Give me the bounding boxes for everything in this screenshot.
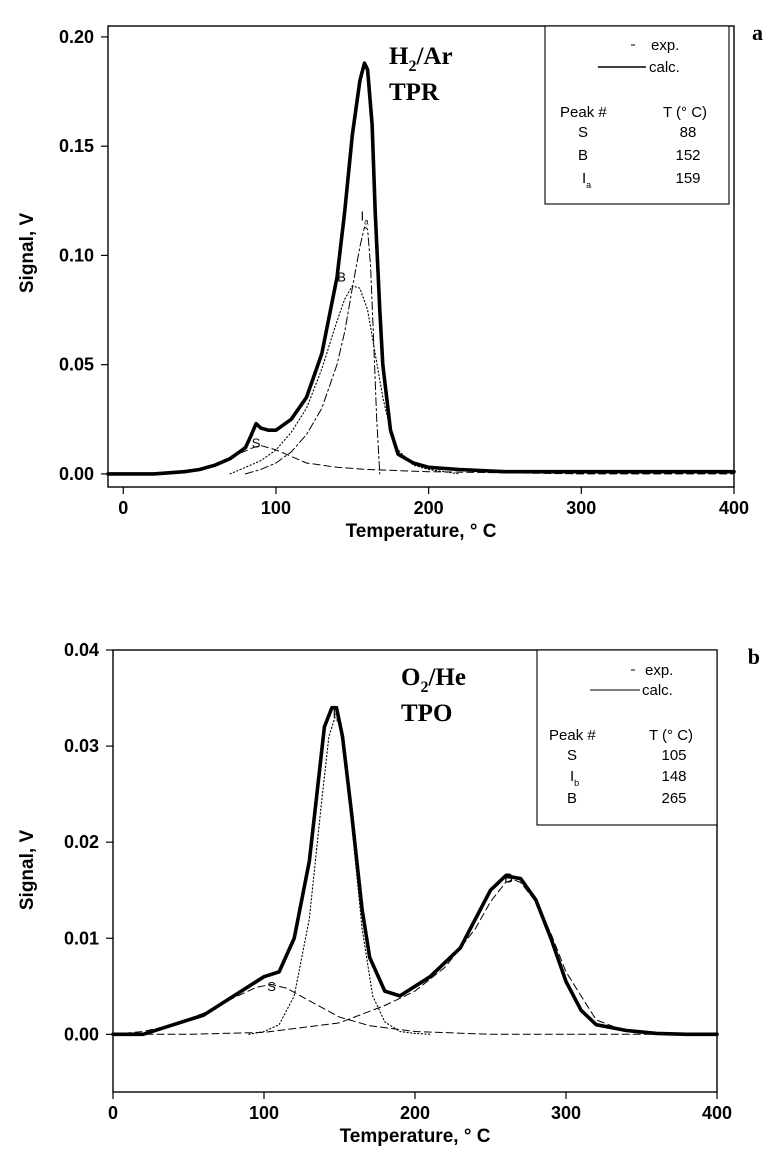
panel-a-legend-peak-2-label: B (578, 147, 588, 164)
panel-a-y-tick-label: 0.10 (59, 245, 94, 265)
panel-b-method-annotation: TPO (401, 700, 452, 727)
panel-a-legend-peak-1-temp: 88 (680, 124, 697, 141)
panel-a-method-annotation: TPR (389, 79, 440, 106)
panel-a-plot-frame (107, 25, 735, 488)
panel-a-y-tick-label: 0.20 (59, 27, 94, 47)
panel-a-series-ia (244, 226, 381, 475)
panel-b-y-axis-label: Signal, V (17, 830, 38, 911)
panel-b-peak-labels: S Ib B (267, 705, 513, 994)
panel-b-y-tick-label: 0.02 (64, 832, 99, 852)
panel-a-y-ticks: 0.00 0.05 0.10 0.15 0.20 (59, 27, 108, 484)
panel-b-legend-box (536, 649, 718, 826)
panel-b-legend-peak-3-temp: 265 (661, 790, 686, 807)
panel-b-peak-label: Ib (332, 705, 341, 723)
panel-b-x-ticks: 0 100 200 300 400 (108, 1092, 732, 1123)
panel-b-y-tick-label: 0.03 (64, 736, 99, 756)
panel-a-x-tick-label: 100 (261, 498, 291, 518)
panel-b-x-tick-label: 400 (702, 1103, 732, 1123)
panel-a-curves (106, 61, 736, 476)
panel-a-x-tick-label: 300 (566, 498, 596, 518)
panel-b-curves (111, 705, 719, 1037)
panel-a-x-tick-label: 400 (719, 498, 749, 518)
panel-a-legend-calc-label: calc. (649, 59, 680, 76)
panel-a-peak-labels: S B Ia (252, 208, 369, 450)
panel-b-legend-peak-1-temp: 105 (661, 747, 686, 764)
panel-a-x-tick-label: 0 (118, 498, 128, 518)
panel-b-legend: exp. calc. Peak # T (° C) S 105 Ib 148 B… (536, 649, 718, 826)
panel-a-peak-label: Ia (360, 208, 369, 226)
panel-a-y-tick-label: 0.00 (59, 464, 94, 484)
panel-b-x-tick-label: 0 (108, 1103, 118, 1123)
panel-a-legend-peak-3-temp: 159 (675, 170, 700, 187)
panel-b-legend-col2-header: T (° C) (649, 727, 693, 744)
panel-a-y-tick-label: 0.05 (59, 355, 94, 375)
panel-b-x-tick-label: 100 (249, 1103, 279, 1123)
panel-b-series-b (112, 879, 718, 1035)
panel-b-letter: b (748, 644, 760, 669)
panel-b-x-tick-label: 300 (551, 1103, 581, 1123)
panel-b-y-tick-label: 0.04 (64, 640, 99, 660)
panel-b-x-axis-label: Temperature, ° C (340, 1126, 491, 1147)
panel-a-x-axis-label: Temperature, ° C (346, 521, 497, 542)
panel-a-legend-peak-3-label: Ia (582, 170, 591, 190)
panel-a-legend-peak-1-label: S (578, 124, 588, 141)
panel-a-peak-label: B (337, 270, 346, 285)
panel-b-peak-label: B (504, 871, 513, 886)
panel-b-series-ib (248, 711, 431, 1035)
panel-a-legend-exp-label: exp. (651, 37, 679, 54)
panel-b-y-tick-label: 0.00 (64, 1024, 99, 1044)
panel-b-x-tick-label: 200 (400, 1103, 430, 1123)
panel-a-legend-col2-header: T (° C) (663, 104, 707, 121)
panel-a-y-axis-label: Signal, V (17, 213, 38, 294)
panel-b-legend-col1-header: Peak # (549, 727, 596, 744)
panel-b-legend-calc-label: calc. (642, 682, 673, 699)
panel-a-y-tick-label: 0.15 (59, 136, 94, 156)
panel-a-letter: a (752, 20, 763, 45)
panel-a-peak-label: S (252, 436, 261, 451)
panel-b-series-calc (112, 707, 718, 1035)
panel-b: 0 100 200 300 400 0.000.010.020.030.04 SIbB … (17, 640, 760, 1147)
panel-a-legend: exp. calc. Peak # T (° C) S 88 B 152 Ia … (544, 25, 730, 205)
panel-a-legend-col1-header: Peak # (560, 104, 607, 121)
panel-b-legend-peak-3-label: B (567, 790, 577, 807)
panel-a-gas-annotation: H2/Ar (389, 43, 453, 75)
panel-b-series-s (112, 983, 718, 1035)
panel-b-legend-peak-2-temp: 148 (661, 768, 686, 785)
panel-a: 0 100 200 300 400 0.000.050.100.150.20 SBIa … (17, 20, 763, 542)
panel-b-peak-label: S (267, 979, 276, 994)
panel-a-legend-box (544, 25, 730, 205)
panel-b-legend-peak-1-label: S (567, 747, 577, 764)
panel-b-y-tick-label: 0.01 (64, 928, 99, 948)
panel-a-x-tick-label: 200 (414, 498, 444, 518)
panel-b-legend-peak-2-label: Ib (570, 768, 579, 788)
panel-b-gas-annotation: O2/He (401, 664, 466, 696)
panel-a-x-ticks: 0 100 200 300 400 (118, 487, 749, 518)
panel-b-y-ticks: 0.00 0.01 0.02 0.03 0.04 (64, 640, 113, 1044)
panel-a-legend-peak-2-temp: 152 (675, 147, 700, 164)
panel-b-legend-exp-label: exp. (645, 662, 673, 679)
